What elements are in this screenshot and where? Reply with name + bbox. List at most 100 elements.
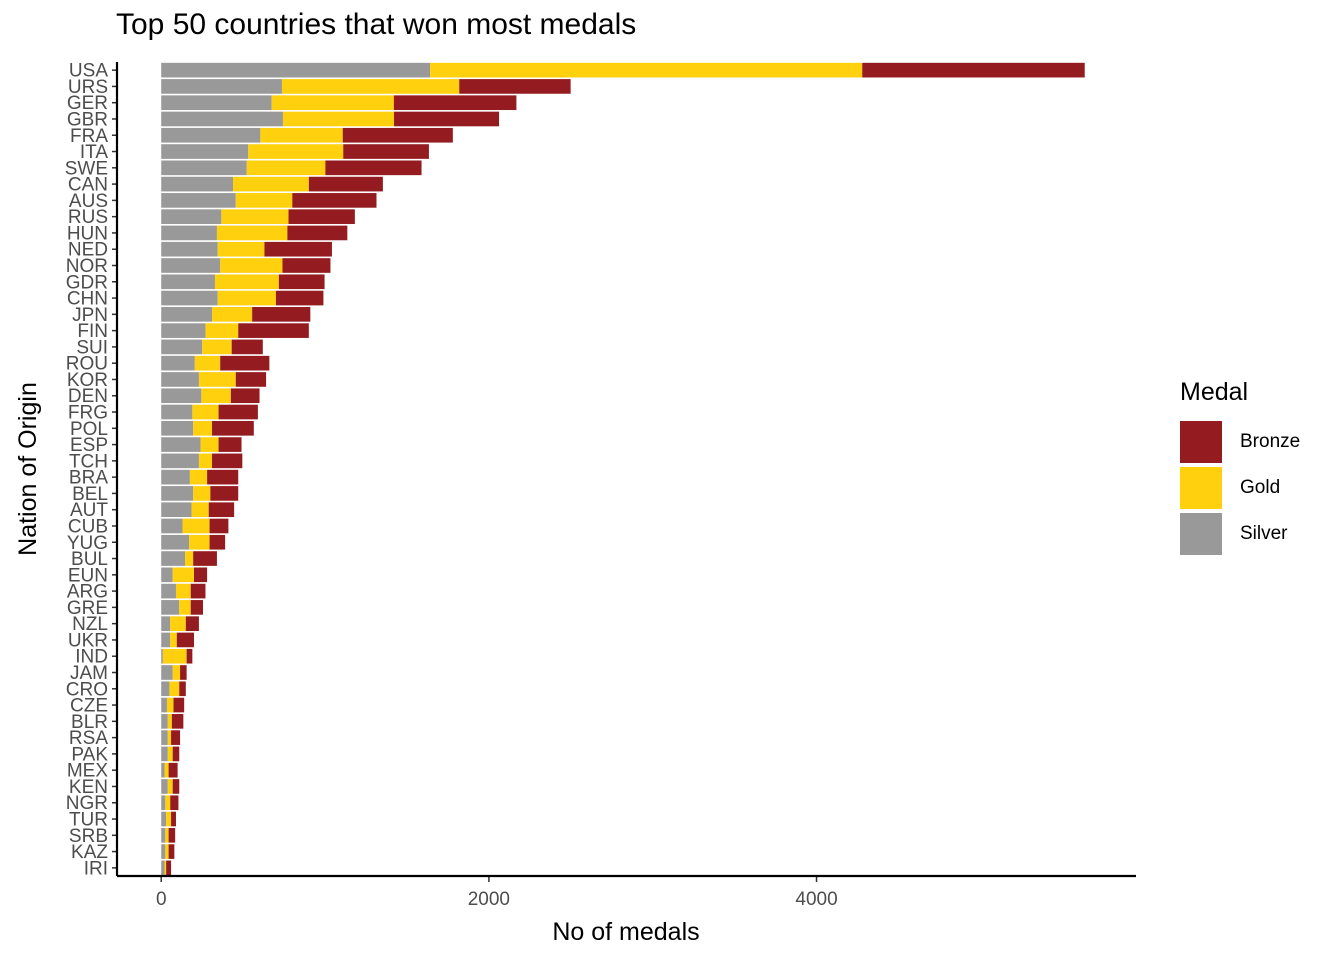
bar-kaz-bronze (168, 844, 175, 859)
bar-pol-silver (161, 420, 194, 436)
y-tick-label-nor: NOR (66, 256, 108, 277)
y-tick-label-can: CAN (68, 175, 108, 196)
bar-chn-silver (161, 290, 218, 306)
bar-jam-gold (172, 665, 181, 680)
y-tick-label-yug: YUG (67, 533, 108, 554)
y-tick-label-esp: ESP (70, 435, 108, 456)
bar-ger-gold (271, 95, 394, 111)
y-tick-label-bul: BUL (71, 549, 108, 570)
bar-bra-gold (189, 469, 208, 485)
y-tick-label-rus: RUS (68, 207, 108, 228)
bar-yug-gold (189, 534, 210, 550)
bar-blr-bronze (171, 714, 184, 729)
bar-sui-silver (161, 339, 203, 355)
legend-swatch-silver (1180, 513, 1222, 555)
bar-aut-gold (191, 502, 209, 518)
y-tick-label-den: DEN (68, 386, 108, 407)
y-tick-label-aus: AUS (69, 191, 108, 212)
bar-sui-gold (202, 339, 232, 355)
y-tick-label-kaz: KAZ (71, 842, 108, 863)
y-tick-label-jam: JAM (70, 663, 108, 684)
bar-eun-bronze (193, 567, 208, 583)
bar-rou-bronze (220, 355, 270, 371)
bar-swe-bronze (325, 160, 422, 176)
y-tick-label-hun: HUN (67, 223, 108, 244)
bar-frg-bronze (218, 404, 258, 420)
bar-ger-bronze (393, 95, 517, 111)
bar-ned-gold (217, 241, 265, 257)
bar-eun-gold (172, 567, 194, 583)
x-axis-ticks: 0 2000 4000 (156, 876, 838, 910)
bar-mex-silver (161, 762, 165, 778)
bar-fin-silver (161, 323, 206, 338)
bar-cro-gold (169, 681, 180, 697)
x-tick-label: 4000 (795, 889, 837, 910)
y-tick-label-aut: AUT (70, 500, 108, 521)
bar-ken-bronze (172, 779, 180, 794)
bar-fin-bronze (238, 323, 309, 338)
y-tick-label-gdr: GDR (66, 272, 108, 293)
bar-urs-gold (281, 79, 460, 94)
bar-arg-bronze (190, 583, 206, 599)
bar-tur-silver (161, 811, 167, 827)
bar-esp-silver (161, 437, 201, 452)
bar-nor-silver (161, 258, 221, 273)
legend-label-bronze: Bronze (1240, 431, 1301, 452)
legend-label-gold: Gold (1240, 477, 1281, 498)
y-axis-ticks: USAURSGERGBRFRAITASWECANAUSRUSHUNNEDNORG… (65, 61, 117, 879)
bar-sui-bronze (231, 339, 263, 355)
bar-gre-bronze (190, 600, 204, 615)
y-tick-label-cub: CUB (68, 516, 108, 537)
y-tick-label-ngr: NGR (66, 793, 108, 814)
bar-bel-silver (161, 486, 194, 501)
bar-fin-gold (205, 323, 239, 338)
bar-fra-gold (260, 127, 343, 143)
bar-nor-bronze (282, 258, 331, 273)
bar-den-gold (201, 388, 231, 404)
bar-tch-gold (198, 453, 213, 469)
bar-gre-gold (179, 600, 191, 615)
bar-jpn-silver (161, 307, 213, 322)
bar-gre-silver (161, 600, 180, 615)
bar-gdr-gold (214, 274, 279, 290)
y-tick-label-tch: TCH (69, 451, 108, 472)
bar-tur-bronze (171, 811, 176, 827)
bar-chn-bronze (275, 290, 324, 306)
bar-iri-silver (161, 860, 165, 876)
bar-pak-bronze (172, 746, 180, 762)
y-tick-label-bel: BEL (72, 484, 108, 505)
bar-nzl-gold (170, 616, 186, 631)
bar-ken-gold (167, 779, 173, 794)
bar-ned-bronze (264, 241, 332, 257)
bar-aus-silver (161, 193, 236, 208)
bar-tch-silver (161, 453, 199, 469)
bar-gdr-bronze (278, 274, 325, 290)
bar-gbr-bronze (394, 111, 500, 127)
bar-bul-gold (184, 551, 194, 566)
y-tick-label-eun: EUN (68, 565, 108, 586)
bar-ger-silver (161, 95, 272, 111)
legend-item-bronze: Bronze (1180, 419, 1300, 465)
bar-arg-gold (175, 583, 191, 599)
bar-can-bronze (308, 176, 383, 192)
y-tick-label-nzl: NZL (72, 614, 108, 635)
bar-bul-silver (161, 551, 185, 566)
bar-rus-silver (161, 209, 222, 224)
bar-swe-gold (246, 160, 326, 176)
bar-aut-silver (161, 502, 192, 518)
legend-item-silver: Silver (1180, 511, 1300, 557)
legend-label-silver: Silver (1240, 523, 1288, 544)
bar-kaz-silver (161, 844, 166, 859)
bar-kor-silver (161, 372, 199, 387)
legend-swatch-gold (1180, 467, 1222, 509)
y-tick-label-mex: MEX (67, 761, 109, 782)
y-tick-label-swe: SWE (65, 158, 108, 179)
bar-chn-gold (217, 290, 276, 306)
bar-pak-gold (167, 746, 173, 762)
y-tick-label-gre: GRE (67, 598, 108, 619)
bar-aus-gold (235, 193, 293, 208)
bar-ngr-silver (161, 795, 166, 811)
bar-frg-gold (192, 404, 219, 420)
y-tick-label-arg: ARG (67, 582, 108, 603)
